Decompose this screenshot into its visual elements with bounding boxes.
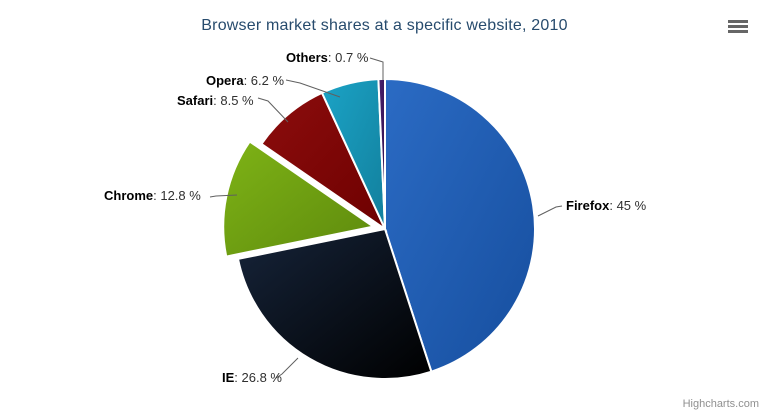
hamburger-icon-bar-2 — [728, 25, 748, 28]
data-label-name: Others — [286, 50, 328, 65]
data-label-value: : 8.5 % — [213, 93, 254, 108]
data-label-value: : 0.7 % — [327, 50, 369, 65]
hamburger-icon-bar-1 — [728, 20, 748, 23]
pie-slice-others[interactable] — [377, 77, 386, 230]
pie-slice-firefox[interactable] — [384, 77, 536, 373]
data-label-value: : 45 % — [609, 198, 647, 213]
data-label-value: : 26.8 % — [234, 370, 282, 385]
context-menu-button[interactable] — [722, 13, 754, 39]
data-label-ie: IE: 26.8 % — [222, 371, 282, 385]
data-label-name: Opera — [206, 73, 244, 88]
chart-title: Browser market shares at a specific webs… — [201, 17, 568, 34]
connector-chrome — [209, 194, 238, 198]
highcharts-credits-link[interactable]: Highcharts.com — [682, 398, 759, 410]
connector-opera — [285, 79, 341, 98]
data-label-name: IE — [222, 370, 235, 385]
data-label-chrome: Chrome: 12.8 % — [104, 189, 201, 203]
pie-slice-group — [222, 77, 536, 380]
connector-firefox — [537, 205, 563, 217]
data-label-name: Chrome — [104, 188, 154, 203]
pie-slice-chrome[interactable] — [222, 140, 376, 258]
data-label-value: : 6.2 % — [243, 73, 285, 88]
data-label-value: : 12.8 % — [153, 188, 201, 203]
connector-ie — [275, 357, 299, 379]
data-label-name: Safari — [177, 93, 214, 108]
data-label-name: Firefox — [566, 198, 610, 213]
hamburger-icon-bar-3 — [728, 30, 748, 33]
data-label-opera: Opera: 6.2 % — [206, 74, 284, 88]
pie-slice-ie[interactable] — [236, 227, 433, 380]
data-label-firefox: Firefox: 45 % — [566, 199, 646, 213]
data-label-others: Others: 0.7 % — [286, 51, 368, 65]
connector-others — [369, 57, 384, 80]
connector-safari — [257, 97, 289, 123]
data-label-safari: Safari: 8.5 % — [177, 94, 254, 108]
data-label-connector-group — [209, 57, 563, 379]
